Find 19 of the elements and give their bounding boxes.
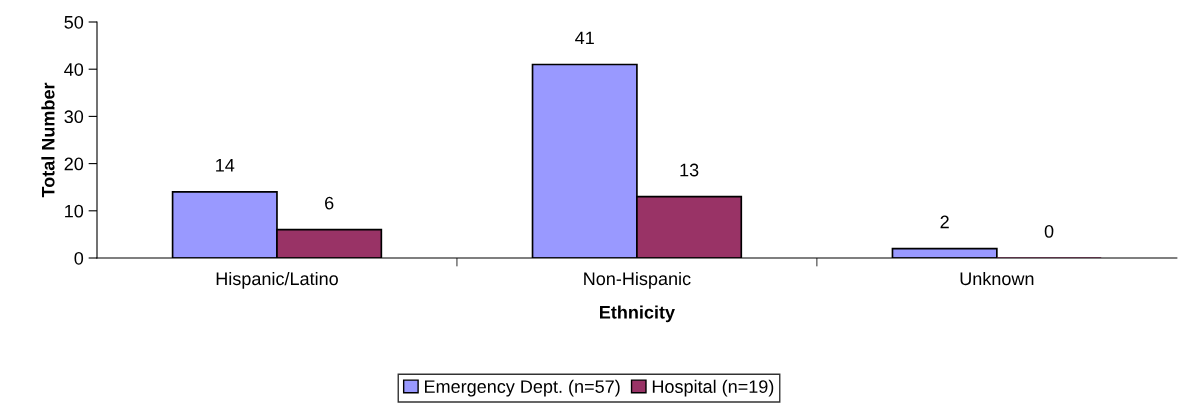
data-label: 14 [216,159,235,172]
data-label: 41 [575,31,594,45]
x-tick-label: Unknown [960,271,1034,286]
data-label: 13 [680,163,699,177]
data-label: 6 [325,196,334,210]
data-label: 0 [1044,224,1054,238]
legend-label: Emergency Dept. (n=57) [425,379,620,397]
x-axis-title: Ethnicity [600,305,675,323]
x-tick-label: Hispanic/Latino [216,271,338,289]
y-axis-title: Total Number [41,82,55,198]
y-tick-label: 50 [64,15,84,29]
x-tick-label: Non-Hispanic [584,271,691,289]
legend-label: Hospital (n=19) [652,379,774,397]
y-tick-label: 40 [64,63,84,76]
y-tick-label: 30 [64,110,84,124]
y-tick-label: 10 [65,204,84,218]
data-label: 2 [940,215,949,229]
y-tick-label: 20 [64,157,84,171]
y-tick-label: 0 [74,251,84,265]
